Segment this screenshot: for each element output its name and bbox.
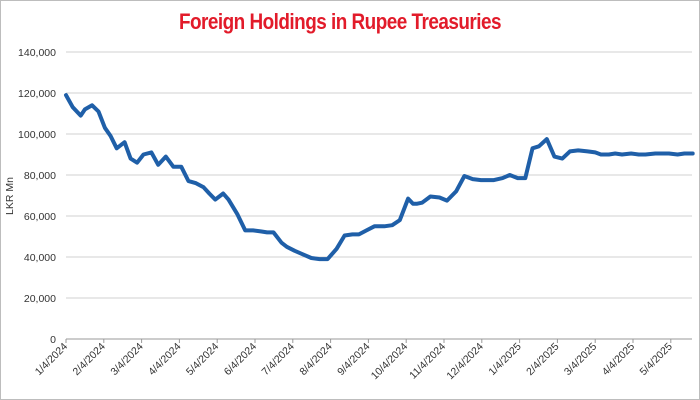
series-line-foreign-holdings: [64, 93, 695, 262]
x-tick-label: 5/4/2025: [638, 341, 675, 378]
y-tick-label: 0: [50, 334, 56, 346]
x-tick-label: 1/4/2024: [33, 341, 70, 378]
x-tick-label: 4/4/2025: [600, 341, 637, 378]
y-tick-label: 120,000: [18, 88, 56, 100]
x-tick-label: 11/4/2024: [407, 341, 448, 382]
y-tick-label: 100,000: [18, 129, 56, 141]
x-tick-label: 4/4/2024: [146, 341, 183, 378]
x-tick-label: 12/4/2024: [444, 341, 486, 383]
x-tick-label: 7/4/2024: [260, 341, 297, 378]
x-axis-ticks: 1/4/2024 2/4/2024 3/4/2024 4/4/2024 5/4/2024…: [33, 339, 675, 382]
y-tick-label: 140,000: [18, 47, 56, 59]
x-tick-label: 9/4/2024: [335, 341, 372, 378]
x-tick-label: 3/4/2024: [108, 341, 145, 378]
x-tick-label: 1/4/2025: [486, 341, 523, 378]
x-tick-label: 10/4/2024: [369, 341, 411, 383]
gridlines: [66, 51, 692, 299]
y-tick-label: 60,000: [24, 211, 56, 223]
x-tick-label: 8/4/2024: [297, 341, 334, 378]
x-tick-label: 6/4/2024: [222, 341, 259, 378]
x-tick-label: 5/4/2024: [184, 341, 221, 378]
x-tick-label: 2/4/2024: [71, 341, 108, 378]
x-tick-label: 3/4/2025: [562, 341, 599, 378]
y-tick-label: 20,000: [24, 293, 56, 305]
y-tick-label: 80,000: [24, 170, 56, 182]
y-axis-label: LKR Mn: [4, 177, 16, 215]
y-axis-ticks: 0 20,000 40,000 60,000 80,000 100,000 120,000 1…: [18, 47, 56, 346]
chart-title: Foreign Holdings in Rupee Treasuries: [178, 9, 502, 34]
y-tick-label: 40,000: [24, 252, 56, 264]
x-tick-label: 2/4/2025: [524, 341, 561, 378]
